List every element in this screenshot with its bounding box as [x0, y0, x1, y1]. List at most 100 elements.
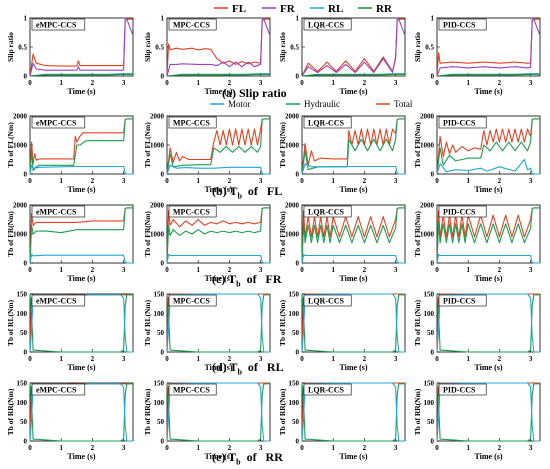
x-tick-label: 0: [28, 177, 32, 185]
panel-label-box: [438, 294, 487, 307]
x-tick-label: 2: [91, 79, 95, 87]
series-line-motor: [166, 382, 270, 442]
y-tick-label: 1000: [150, 231, 165, 239]
x-tick-label: 3: [529, 266, 533, 274]
panel-label-box: [168, 383, 217, 396]
x-tick-label: 0: [435, 79, 439, 87]
x-tick-label: 3: [529, 177, 533, 185]
series-line-hydraulic: [436, 382, 540, 442]
series-line-hydraulic: [301, 382, 405, 442]
x-tick-label: 3: [259, 266, 263, 274]
caption-e-rest: of RR: [240, 450, 283, 464]
y-tick-label: 100: [289, 310, 300, 318]
caption-b-main: (b) T: [212, 184, 238, 198]
y-tick-label: 1000: [13, 142, 28, 150]
caption-c-rest: of FR: [240, 272, 282, 286]
y-axis-label: Slip ratio: [413, 32, 422, 62]
series-line-motor: [166, 253, 270, 264]
panel-label-box: [438, 205, 487, 218]
y-axis-label: Tb of FR(Nm): [278, 122, 287, 168]
x-tick-label: 2: [363, 266, 367, 274]
panel-label: LQR-CCS: [308, 119, 345, 128]
x-axis-label: Time (s): [339, 452, 367, 461]
panel-FL-pid-ccs: [436, 115, 541, 175]
x-tick-label: 2: [91, 444, 95, 452]
x-tick-label: 1: [331, 444, 335, 452]
x-tick-label: 0: [300, 79, 304, 87]
panel-label: PID-CCS: [443, 208, 476, 217]
y-tick-label: 150: [289, 291, 300, 299]
y-tick-label: 2000: [13, 113, 28, 121]
x-tick-label: 3: [394, 177, 398, 185]
panel-label: eMPC-CCS: [36, 208, 77, 217]
x-tick-label: 3: [394, 444, 398, 452]
panel-FR-mpc-ccs: [166, 204, 271, 264]
series-line-hydraulic: [301, 293, 405, 353]
series-line-fr: [166, 18, 271, 77]
series-line-motor: [166, 293, 270, 353]
x-tick-label: 2: [228, 444, 232, 452]
x-axis-label: Time (s): [339, 87, 367, 96]
x-tick-label: 1: [196, 79, 200, 87]
x-tick-label: 2: [91, 266, 95, 274]
panel-label-box: [303, 294, 352, 307]
panel-label: LQR-CCS: [308, 386, 345, 395]
caption-e-sub: b: [236, 457, 241, 467]
x-tick-label: 3: [529, 355, 533, 363]
caption-b-sub: b: [237, 191, 242, 201]
x-tick-label: 0: [300, 355, 304, 363]
caption-b: (b) Tb of FL: [212, 184, 282, 200]
y-tick-label: 0: [296, 73, 300, 81]
y-tick-label: 1: [296, 15, 300, 23]
panel-FR-lqr-ccs: [301, 204, 406, 264]
x-tick-label: 3: [259, 444, 263, 452]
y-tick-label: 100: [424, 399, 435, 407]
x-tick-label: 2: [498, 266, 502, 274]
caption-a: (a) Slip ratio: [222, 86, 287, 100]
series-line-motor: [166, 164, 270, 175]
x-tick-label: 1: [331, 79, 335, 87]
series-line-motor: [29, 294, 133, 353]
series-line-motor: [29, 383, 133, 442]
x-tick-label: 2: [363, 444, 367, 452]
y-tick-label: 50: [157, 418, 165, 426]
y-tick-label: 150: [17, 291, 28, 299]
caption-d-main: (d) T: [212, 360, 238, 374]
panel-label-box: [303, 205, 352, 218]
series-line-fr: [436, 18, 541, 77]
panel-label-box: [303, 18, 352, 31]
y-tick-label: 2000: [420, 202, 435, 210]
x-tick-label: 3: [122, 355, 126, 363]
x-axis-label: Time (s): [474, 274, 502, 283]
panel-FR-empc-ccs: [29, 204, 134, 264]
y-tick-label: 0: [24, 260, 28, 268]
legend-label-total: Total: [394, 99, 413, 109]
y-axis-label: Slip ratio: [278, 32, 287, 62]
y-tick-label: 0.5: [425, 44, 434, 52]
y-tick-label: 100: [154, 310, 165, 318]
series-line-hydraulic: [166, 118, 270, 175]
y-tick-label: 2000: [150, 113, 165, 121]
caption-d: (d) Tb of RL: [212, 360, 284, 376]
x-tick-label: 3: [259, 177, 263, 185]
x-tick-label: 0: [165, 355, 169, 363]
panel-label-box: [31, 294, 86, 307]
panel-slip-lqr-ccs: [301, 17, 406, 77]
y-tick-label: 0: [161, 260, 165, 268]
y-axis-label: Tb of RL(Nm): [6, 299, 15, 346]
panel-label-box: [438, 383, 487, 396]
x-tick-label: 2: [228, 79, 232, 87]
y-tick-label: 0.5: [155, 44, 164, 52]
series-line-motor: [436, 253, 540, 264]
y-tick-label: 1000: [13, 231, 28, 239]
panel-RR-mpc-ccs: [166, 382, 271, 442]
y-tick-label: 100: [17, 399, 28, 407]
x-tick-label: 2: [91, 177, 95, 185]
y-tick-label: 1: [431, 15, 435, 23]
x-axis-label: Time (s): [204, 274, 232, 283]
y-tick-label: 0: [24, 171, 28, 179]
x-tick-label: 2: [498, 444, 502, 452]
y-tick-label: 2000: [13, 202, 28, 210]
y-tick-label: 0: [161, 438, 165, 446]
series-line-hydraulic: [166, 207, 270, 264]
